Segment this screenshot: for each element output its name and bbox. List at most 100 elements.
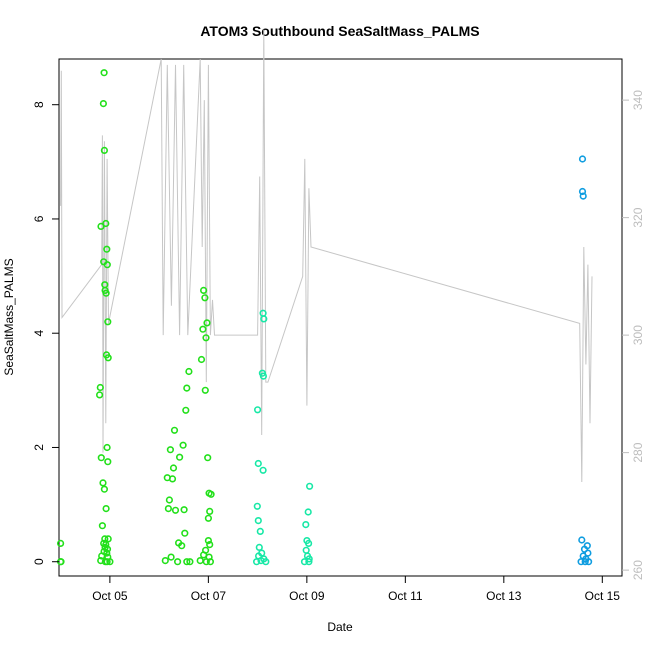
data-point (306, 482, 314, 490)
data-point (206, 540, 214, 549)
data-point (103, 549, 111, 557)
data-point (171, 506, 180, 514)
x-tick-label: Oct 11 (388, 589, 423, 603)
data-point (300, 558, 309, 566)
data-point (96, 383, 104, 392)
data-point (578, 155, 587, 163)
data-point (169, 464, 178, 472)
data-point (164, 505, 172, 513)
data-point (260, 315, 268, 323)
data-point (182, 406, 190, 414)
data-point (253, 558, 261, 566)
data-point (161, 556, 169, 565)
data-point (102, 219, 110, 228)
data-point (183, 558, 191, 566)
data-point (302, 546, 310, 554)
data-point (204, 536, 212, 545)
data-point (254, 516, 262, 525)
data-point (183, 384, 191, 392)
plot-frame (58, 58, 623, 577)
data-point (165, 496, 173, 504)
data-point (166, 446, 174, 454)
data-point (168, 475, 177, 483)
secondary-line-path (60, 29, 593, 483)
data-point (103, 558, 111, 566)
data-point (206, 558, 214, 566)
data-point (56, 539, 65, 548)
data-point (255, 543, 263, 552)
data-point (103, 261, 111, 269)
data-point (104, 535, 112, 543)
y-tick-label: 0 (32, 558, 46, 565)
data-point (578, 187, 587, 196)
data-point (200, 286, 208, 295)
secondary-line (60, 29, 593, 483)
data-point (100, 146, 108, 154)
x-tick-label: Oct 09 (289, 589, 325, 603)
y-axis-label: SeaSaltMass_PALMS (2, 258, 16, 375)
data-point (185, 367, 193, 376)
data-point (167, 553, 175, 561)
data-point (104, 354, 112, 362)
y-axis: 0 2 4 6 8 (32, 101, 59, 565)
data-point (95, 391, 104, 399)
y-tick-label: 6 (32, 215, 46, 222)
data-point (201, 386, 209, 394)
x-axis-label: Date (327, 620, 353, 634)
data-point (186, 558, 194, 566)
y2-tick-label: 340 (631, 90, 645, 110)
data-point (253, 502, 261, 510)
data-point (577, 558, 585, 566)
x-axis: Oct 05 Oct 07 Oct 09 Oct 11 Oct 13 Oct 15 (92, 576, 620, 603)
data-point (254, 459, 262, 468)
y-tick-label: 4 (32, 330, 46, 337)
data-point (199, 325, 207, 333)
data-point (302, 520, 310, 529)
data-point (202, 334, 210, 342)
data-point (203, 319, 211, 327)
data-point (102, 505, 110, 513)
y2-tick-label: 300 (631, 325, 645, 345)
data-point (100, 69, 108, 77)
data-point (304, 508, 312, 516)
y2-tick-label: 280 (631, 442, 645, 462)
y2-tick-label: 320 (631, 207, 645, 227)
data-point (179, 441, 187, 449)
data-point (170, 426, 179, 434)
y-tick-label: 2 (32, 444, 46, 451)
data-point (181, 529, 189, 537)
data-point (102, 289, 110, 297)
data-point (178, 542, 186, 550)
chart-title: ATOM3 Southbound SeaSaltMass_PALMS (200, 23, 479, 39)
data-point (99, 479, 107, 487)
data-point (106, 558, 114, 566)
data-point (254, 406, 262, 414)
data-point (99, 99, 107, 108)
data-point (256, 527, 264, 536)
x-tick-label: Oct 07 (191, 589, 227, 603)
data-point (97, 454, 105, 462)
y2-axis: 260 280 300 320 340 (622, 90, 645, 580)
data-point (584, 558, 593, 566)
x-tick-label: Oct 05 (92, 589, 128, 603)
x-tick-label: Oct 13 (486, 589, 522, 603)
data-point (201, 294, 209, 302)
data-point (305, 558, 313, 566)
data-point (196, 556, 204, 565)
data-point (176, 453, 184, 461)
data-point (104, 318, 112, 326)
data-point (104, 458, 112, 466)
data-point (103, 245, 111, 253)
data-point (579, 192, 587, 200)
data-point (197, 355, 206, 364)
data-points (56, 69, 593, 566)
data-point (98, 522, 106, 530)
data-point (202, 558, 210, 566)
data-point (204, 514, 212, 522)
y-tick-label: 8 (32, 101, 46, 108)
data-point (259, 372, 268, 380)
data-point (207, 490, 215, 498)
y2-tick-label: 260 (631, 560, 645, 580)
data-point (204, 454, 212, 462)
